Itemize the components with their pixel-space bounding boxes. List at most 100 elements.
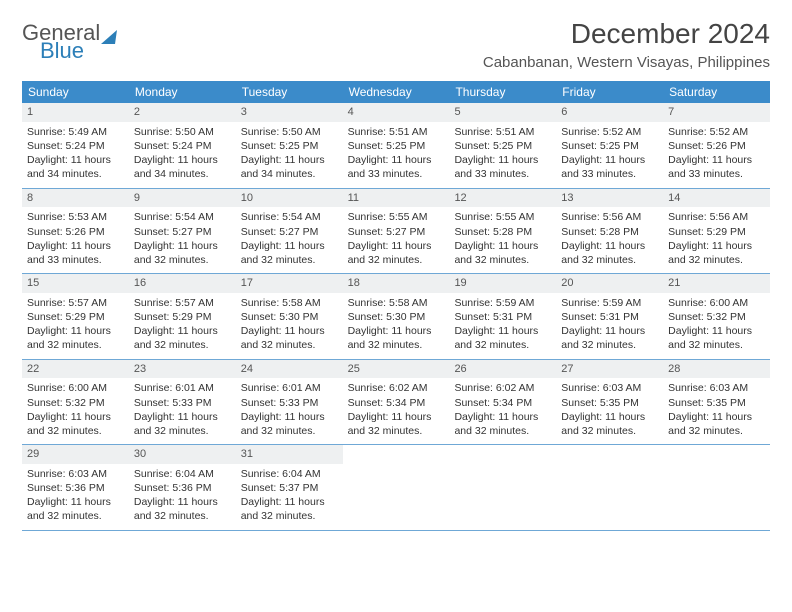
day-cell: 10Sunrise: 5:54 AMSunset: 5:27 PMDayligh… [236, 189, 343, 274]
day-number: 24 [236, 360, 343, 379]
day-header: Wednesday [343, 81, 450, 103]
month-title: December 2024 [483, 18, 770, 50]
daylight-text: Daylight: 11 hours and 32 minutes. [668, 324, 765, 352]
day-cell: 15Sunrise: 5:57 AMSunset: 5:29 PMDayligh… [22, 274, 129, 359]
sunrise-text: Sunrise: 5:52 AM [668, 125, 765, 139]
day-cell: 24Sunrise: 6:01 AMSunset: 5:33 PMDayligh… [236, 360, 343, 445]
sunset-text: Sunset: 5:24 PM [134, 139, 231, 153]
day-number: 26 [449, 360, 556, 379]
sunrise-text: Sunrise: 6:04 AM [134, 467, 231, 481]
sunset-text: Sunset: 5:26 PM [27, 225, 124, 239]
sunrise-text: Sunrise: 6:02 AM [348, 381, 445, 395]
sunset-text: Sunset: 5:25 PM [241, 139, 338, 153]
day-number: 27 [556, 360, 663, 379]
sunrise-text: Sunrise: 6:04 AM [241, 467, 338, 481]
day-cell: 18Sunrise: 5:58 AMSunset: 5:30 PMDayligh… [343, 274, 450, 359]
day-cell: 9Sunrise: 5:54 AMSunset: 5:27 PMDaylight… [129, 189, 236, 274]
daylight-text: Daylight: 11 hours and 32 minutes. [27, 495, 124, 523]
sunrise-text: Sunrise: 6:01 AM [134, 381, 231, 395]
day-number: 14 [663, 189, 770, 208]
page-header: General Blue December 2024 Cabanbanan, W… [22, 18, 770, 71]
sunrise-text: Sunrise: 5:59 AM [454, 296, 551, 310]
sunset-text: Sunset: 5:37 PM [241, 481, 338, 495]
day-number: 1 [22, 103, 129, 122]
day-number: 11 [343, 189, 450, 208]
sunset-text: Sunset: 5:28 PM [454, 225, 551, 239]
day-cell: 22Sunrise: 6:00 AMSunset: 5:32 PMDayligh… [22, 360, 129, 445]
sunrise-text: Sunrise: 5:58 AM [241, 296, 338, 310]
sunrise-text: Sunrise: 5:55 AM [454, 210, 551, 224]
sunrise-text: Sunrise: 5:50 AM [241, 125, 338, 139]
daylight-text: Daylight: 11 hours and 32 minutes. [561, 324, 658, 352]
day-cell: 30Sunrise: 6:04 AMSunset: 5:36 PMDayligh… [129, 445, 236, 530]
day-cell: 27Sunrise: 6:03 AMSunset: 5:35 PMDayligh… [556, 360, 663, 445]
daylight-text: Daylight: 11 hours and 32 minutes. [454, 410, 551, 438]
sunset-text: Sunset: 5:34 PM [454, 396, 551, 410]
daylight-text: Daylight: 11 hours and 34 minutes. [134, 153, 231, 181]
day-header-row: SundayMondayTuesdayWednesdayThursdayFrid… [22, 81, 770, 103]
daylight-text: Daylight: 11 hours and 32 minutes. [27, 410, 124, 438]
sunrise-text: Sunrise: 5:59 AM [561, 296, 658, 310]
sunrise-text: Sunrise: 6:02 AM [454, 381, 551, 395]
daylight-text: Daylight: 11 hours and 32 minutes. [348, 239, 445, 267]
day-cell: 23Sunrise: 6:01 AMSunset: 5:33 PMDayligh… [129, 360, 236, 445]
sunrise-text: Sunrise: 5:49 AM [27, 125, 124, 139]
day-cell [663, 445, 770, 530]
sunset-text: Sunset: 5:33 PM [241, 396, 338, 410]
day-cell: 3Sunrise: 5:50 AMSunset: 5:25 PMDaylight… [236, 103, 343, 188]
day-cell: 29Sunrise: 6:03 AMSunset: 5:36 PMDayligh… [22, 445, 129, 530]
day-number: 12 [449, 189, 556, 208]
daylight-text: Daylight: 11 hours and 32 minutes. [241, 495, 338, 523]
day-number: 22 [22, 360, 129, 379]
day-cell: 17Sunrise: 5:58 AMSunset: 5:30 PMDayligh… [236, 274, 343, 359]
sunset-text: Sunset: 5:29 PM [668, 225, 765, 239]
sunset-text: Sunset: 5:36 PM [134, 481, 231, 495]
day-cell: 14Sunrise: 5:56 AMSunset: 5:29 PMDayligh… [663, 189, 770, 274]
day-cell: 7Sunrise: 5:52 AMSunset: 5:26 PMDaylight… [663, 103, 770, 188]
day-cell: 12 Sunrise: 5:55 AMSunset: 5:28 PMDayligh… [449, 189, 556, 274]
daylight-text: Daylight: 11 hours and 32 minutes. [561, 239, 658, 267]
day-number: 23 [129, 360, 236, 379]
sunrise-text: Sunrise: 6:00 AM [27, 381, 124, 395]
daylight-text: Daylight: 11 hours and 32 minutes. [241, 410, 338, 438]
day-header: Saturday [663, 81, 770, 103]
day-cell: 26 Sunrise: 6:02 AMSunset: 5:34 PMDayligh… [449, 360, 556, 445]
day-cell: 11Sunrise: 5:55 AMSunset: 5:27 PMDayligh… [343, 189, 450, 274]
daylight-text: Daylight: 11 hours and 32 minutes. [241, 239, 338, 267]
day-number: 30 [129, 445, 236, 464]
day-header: Tuesday [236, 81, 343, 103]
daylight-text: Daylight: 11 hours and 32 minutes. [668, 410, 765, 438]
day-number: 8 [22, 189, 129, 208]
sunrise-text: Sunrise: 6:03 AM [668, 381, 765, 395]
day-cell: 20Sunrise: 5:59 AMSunset: 5:31 PMDayligh… [556, 274, 663, 359]
daylight-text: Daylight: 11 hours and 32 minutes. [561, 410, 658, 438]
day-cell: 1Sunrise: 5:49 AMSunset: 5:24 PMDaylight… [22, 103, 129, 188]
sunset-text: Sunset: 5:30 PM [348, 310, 445, 324]
daylight-text: Daylight: 11 hours and 32 minutes. [348, 324, 445, 352]
day-number: 29 [22, 445, 129, 464]
sail-icon [101, 30, 117, 44]
day-number: 10 [236, 189, 343, 208]
daylight-text: Daylight: 11 hours and 33 minutes. [668, 153, 765, 181]
day-cell [343, 445, 450, 530]
sunset-text: Sunset: 5:25 PM [561, 139, 658, 153]
day-number: 15 [22, 274, 129, 293]
brand-logo: General Blue [22, 18, 116, 62]
day-cell [556, 445, 663, 530]
sunrise-text: Sunrise: 5:52 AM [561, 125, 658, 139]
day-cell: 19Sunrise: 5:59 AMSunset: 5:31 PMDayligh… [449, 274, 556, 359]
sunrise-text: Sunrise: 5:51 AM [454, 125, 551, 139]
daylight-text: Daylight: 11 hours and 32 minutes. [241, 324, 338, 352]
sunrise-text: Sunrise: 5:55 AM [348, 210, 445, 224]
daylight-text: Daylight: 11 hours and 32 minutes. [134, 410, 231, 438]
day-cell [449, 445, 556, 530]
sunrise-text: Sunrise: 5:57 AM [27, 296, 124, 310]
day-number: 18 [343, 274, 450, 293]
day-cell: 6Sunrise: 5:52 AMSunset: 5:25 PMDaylight… [556, 103, 663, 188]
sunset-text: Sunset: 5:27 PM [134, 225, 231, 239]
daylight-text: Daylight: 11 hours and 32 minutes. [454, 239, 551, 267]
week-row: 15Sunrise: 5:57 AMSunset: 5:29 PMDayligh… [22, 274, 770, 360]
day-cell: 5Sunrise: 5:51 AMSunset: 5:25 PMDaylight… [449, 103, 556, 188]
day-number: 17 [236, 274, 343, 293]
sunset-text: Sunset: 5:35 PM [668, 396, 765, 410]
